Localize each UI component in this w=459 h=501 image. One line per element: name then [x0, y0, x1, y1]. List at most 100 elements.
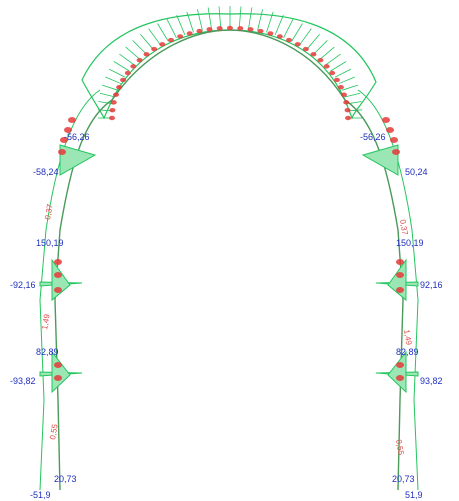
crown-hatch-line — [132, 40, 147, 55]
crown-hatch-line — [344, 92, 361, 98]
right-low-moment-label: 93,82 — [420, 376, 443, 386]
wall-node-marker — [58, 149, 66, 155]
right-upper-moment-label: 50,24 — [405, 167, 428, 177]
crown-hatch-line — [319, 46, 335, 60]
crown-hatch-line — [140, 34, 154, 50]
wall-node-marker — [68, 117, 76, 123]
left-seg-a-label: 0,37 — [43, 203, 55, 220]
crown-hatch-line — [291, 23, 303, 42]
crown-node-marker — [159, 42, 166, 47]
wall-node-marker — [396, 362, 404, 368]
right-base-label: 51,9 — [405, 490, 423, 500]
wall-node-marker — [396, 375, 404, 381]
right-seg-b-label: 1,49 — [402, 329, 414, 346]
crown-hatch-line — [313, 40, 328, 55]
crown-hatch-line — [196, 9, 203, 31]
crown-node-marker — [317, 57, 324, 63]
crown-node-marker — [186, 31, 193, 36]
crown-hatch-line — [176, 14, 186, 36]
crown-hatch-line — [334, 68, 352, 78]
crown-hatch-line — [338, 76, 355, 84]
wall-moment-spikes — [39, 144, 419, 394]
right-crown-side-label: -56,26 — [360, 132, 386, 142]
crown-node-marker — [257, 28, 264, 34]
crown-hatch-line — [274, 14, 284, 36]
crown-hatch-line — [299, 28, 312, 46]
crown-node-marker — [109, 107, 116, 113]
left-labels: -56,26 -58,24 150,19 -92,16 82,89 -93,82… — [10, 132, 90, 500]
crown-node-marker — [116, 85, 123, 90]
crown-node-marker — [344, 107, 351, 113]
crown-node-marker — [113, 92, 120, 97]
crown-hatch-line — [186, 11, 194, 33]
crown-hatch-line — [207, 7, 212, 30]
crown-hatch-line — [306, 34, 320, 50]
right-wall-mid-label: 82,89 — [396, 347, 419, 357]
wall-node-marker — [60, 137, 68, 143]
crown-node-marker — [216, 26, 223, 31]
crown-hatch-line — [98, 101, 114, 105]
left-upper-moment-label: -58,24 — [33, 167, 59, 177]
crown-hatch-line — [283, 18, 294, 38]
crown-node-marker — [196, 28, 203, 34]
arch-outline — [39, 29, 419, 491]
wall-node-marker — [392, 149, 400, 155]
left-base-top-label: 20,73 — [54, 474, 77, 484]
left-mid-moment-label: -92,16 — [10, 280, 36, 290]
wall-node-marker — [396, 272, 404, 278]
crown-node-marker — [136, 57, 143, 63]
crown-node-marker — [286, 37, 292, 43]
crown-node-marker — [151, 46, 158, 52]
left-base-label: -51,9 — [30, 490, 51, 500]
wall-node-marker — [386, 127, 394, 133]
crown-node-marker — [130, 64, 137, 69]
right-mid-moment-label: 92,16 — [420, 280, 443, 290]
left-seg-b-label: 1,49 — [40, 313, 52, 330]
crown-hatch-line — [99, 92, 116, 98]
crown-hatch-line — [166, 18, 177, 38]
right-seg-c-label: 0,55 — [394, 439, 406, 456]
crown-hatch-line — [157, 23, 169, 42]
crown-hatch-line — [325, 53, 341, 66]
left-crown-side-label: -56,26 — [64, 132, 90, 142]
crown-node-marker — [168, 37, 174, 43]
wall-node-marker — [54, 259, 62, 265]
crown-node-marker — [227, 25, 233, 31]
crown-node-marker — [294, 42, 301, 47]
right-seg-a-label: 0,37 — [398, 219, 410, 236]
crown-hatch-line — [238, 6, 242, 29]
crown-node-marker — [177, 34, 184, 39]
crown-hatch-line — [108, 68, 126, 78]
right-labels: -56,26 50,24 150,19 92,16 82,89 93,82 20… — [360, 132, 443, 500]
crown-node-marker — [340, 92, 347, 97]
left-seg-c-label: 0,55 — [48, 423, 60, 440]
wall-node-marker — [54, 287, 62, 293]
wall-node-marker — [396, 259, 404, 265]
crown-hatch-line — [218, 6, 222, 29]
wall-node-marker — [390, 137, 398, 143]
crown-node-marker — [110, 100, 117, 105]
crown-moment-diagram — [81, 6, 377, 120]
crown-node-marker — [124, 70, 131, 76]
right-base-top-label: 20,73 — [392, 474, 415, 484]
crown-hatch-line — [342, 84, 359, 91]
crown-hatch-line — [266, 11, 274, 33]
crown-node-marker — [337, 85, 344, 90]
crown-node-marker — [206, 27, 213, 32]
crown-node-marker — [120, 77, 127, 83]
crown-hatch-line — [257, 9, 264, 31]
crown-hatch-line — [248, 7, 253, 30]
wall-node-marker — [396, 287, 404, 293]
crown-hatch-line — [101, 84, 118, 91]
crown-hatch-line — [148, 28, 161, 46]
crown-node-marker — [109, 115, 115, 121]
crown-node-marker — [276, 34, 283, 39]
wall-node-marker — [54, 272, 62, 278]
crown-node-marker — [237, 26, 244, 31]
crown-hatch-line — [105, 76, 122, 84]
crown-node-marker — [143, 52, 150, 57]
crown-hatch-line — [125, 46, 141, 60]
crown-hatch-line — [113, 61, 130, 72]
crown-node-marker — [247, 27, 254, 32]
node-markers — [54, 25, 404, 381]
